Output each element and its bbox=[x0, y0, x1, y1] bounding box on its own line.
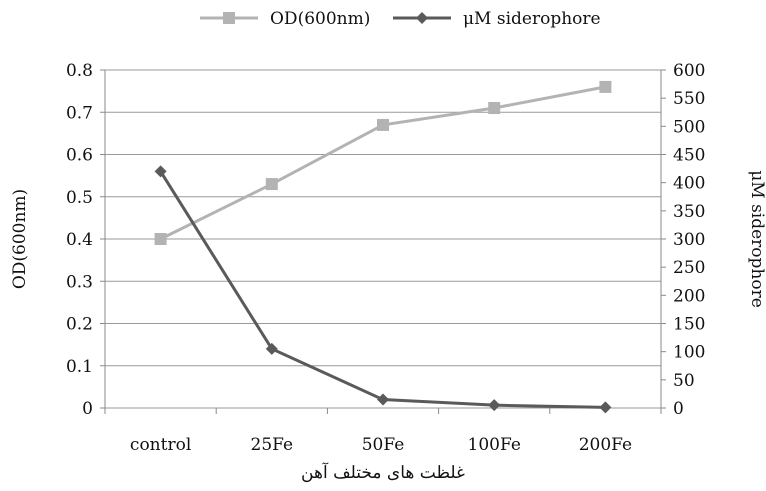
legend-item: μM siderophore bbox=[393, 9, 601, 29]
left-tick-label: 0.6 bbox=[66, 146, 93, 166]
series-1 bbox=[154, 80, 612, 245]
legend-marker bbox=[223, 12, 235, 24]
right-tick-label: 550 bbox=[673, 89, 705, 109]
right-tick-label: 300 bbox=[673, 230, 705, 250]
x-axis-ticks: control 25Fe 50Fe 100Fe 200Fe bbox=[104, 408, 662, 455]
data-point bbox=[488, 102, 501, 115]
legend-label: μM siderophore bbox=[463, 9, 601, 29]
left-tick-label: 0 bbox=[82, 399, 93, 419]
x-tick-label: 25Fe bbox=[251, 435, 294, 455]
right-tick-label: 350 bbox=[673, 202, 705, 222]
right-tick-label: 600 bbox=[673, 61, 705, 81]
right-tick-label: 50 bbox=[673, 371, 695, 391]
left-axis-ticks: 0 0.1 0.2 0.3 0.4 0.5 0.6 0.7 0.8 bbox=[66, 61, 105, 419]
legend-item: OD(600nm) bbox=[200, 9, 370, 29]
left-tick-label: 0.7 bbox=[66, 103, 93, 123]
legend-label: OD(600nm) bbox=[270, 9, 370, 29]
x-tick-label: 200Fe bbox=[579, 435, 632, 455]
right-tick-label: 200 bbox=[673, 286, 705, 306]
left-tick-label: 0.3 bbox=[66, 272, 93, 292]
data-point bbox=[154, 233, 167, 245]
data-point bbox=[488, 399, 501, 412]
data-point bbox=[377, 393, 389, 406]
left-axis-title: OD(600nm) bbox=[10, 189, 30, 289]
data-point bbox=[377, 118, 389, 131]
right-tick-label: 400 bbox=[673, 174, 705, 194]
legend: OD(600nm) μM siderophore bbox=[200, 9, 601, 29]
left-tick-label: 0.4 bbox=[66, 230, 93, 250]
right-tick-label: 450 bbox=[673, 146, 705, 166]
left-tick-label: 0.2 bbox=[66, 315, 93, 335]
x-tick-label: control bbox=[130, 435, 191, 455]
right-tick-label: 250 bbox=[673, 258, 705, 278]
x-tick-label: 100Fe bbox=[468, 435, 521, 455]
series-group bbox=[154, 80, 612, 414]
right-tick-label: 500 bbox=[673, 117, 705, 137]
data-point bbox=[599, 401, 612, 414]
gridlines bbox=[105, 69, 661, 409]
legend-marker bbox=[416, 12, 428, 24]
right-tick-label: 0 bbox=[673, 399, 684, 419]
x-tick-label: 50Fe bbox=[362, 435, 405, 455]
right-axis-title: μM siderophore bbox=[747, 170, 766, 308]
right-axis-ticks: 0 50 100 150 200 250 300 350 400 450 500 550 600 bbox=[661, 61, 705, 419]
series-2 bbox=[154, 165, 612, 414]
x-axis-title: غلظت های مختلف آهن bbox=[301, 461, 465, 483]
left-tick-label: 0.5 bbox=[66, 188, 93, 208]
data-point bbox=[154, 165, 167, 178]
data-point bbox=[265, 178, 278, 191]
data-point bbox=[265, 342, 278, 355]
series-line bbox=[159, 85, 606, 241]
right-tick-label: 150 bbox=[673, 315, 705, 335]
left-tick-label: 0.1 bbox=[66, 357, 93, 377]
right-tick-label: 100 bbox=[673, 343, 705, 363]
data-point bbox=[599, 80, 612, 93]
left-tick-label: 0.8 bbox=[66, 61, 93, 81]
